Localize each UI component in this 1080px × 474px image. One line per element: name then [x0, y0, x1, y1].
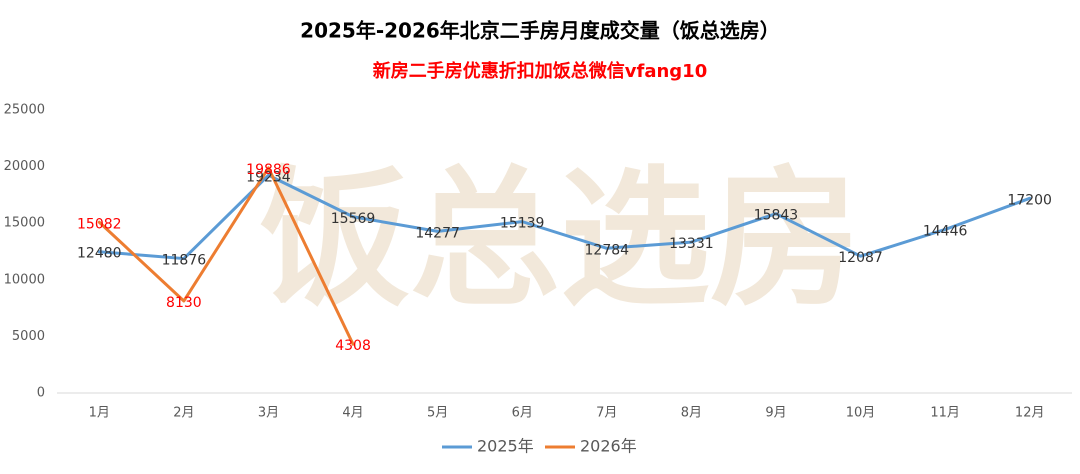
y-tick-label: 15000 [4, 216, 45, 231]
data-label: 11876 [162, 253, 207, 269]
x-tick-label: 7月 [596, 406, 617, 421]
x-tick-label: 5月 [427, 406, 448, 421]
data-label: 12087 [838, 250, 883, 266]
data-label: 19886 [246, 162, 291, 178]
x-tick-label: 3月 [258, 406, 279, 421]
x-tick-label: 11月 [930, 406, 960, 421]
data-label: 15082 [77, 216, 122, 232]
chart-subtitle: 新房二手房优惠折扣加饭总微信vfang10 [373, 60, 707, 82]
watermark: 饭总选房 [260, 153, 860, 327]
y-tick-label: 25000 [4, 103, 45, 118]
y-tick-label: 5000 [12, 329, 45, 344]
data-label: 15139 [500, 216, 545, 232]
data-label: 12480 [77, 246, 122, 262]
data-label: 14277 [415, 225, 460, 241]
x-tick-label: 2月 [173, 406, 194, 421]
x-tick-label: 12月 [1015, 406, 1045, 421]
data-label: 15569 [331, 211, 376, 227]
x-tick-label: 6月 [512, 406, 533, 421]
x-tick-label: 10月 [846, 406, 876, 421]
data-label: 19234 [246, 169, 291, 185]
data-label: 17200 [1007, 192, 1052, 208]
y-tick-label: 20000 [4, 159, 45, 174]
line-series [97, 166, 355, 346]
data-label: 15843 [754, 208, 799, 224]
x-tick-label: 9月 [765, 406, 786, 421]
y-tick-label: 0 [37, 386, 45, 401]
legend-label: 2026年 [580, 437, 637, 456]
chart-title: 2025年-2026年北京二手房月度成交量（饭总选房） [300, 19, 780, 43]
data-label: 13331 [669, 236, 714, 252]
x-tick-label: 4月 [342, 406, 363, 421]
data-label: 14446 [923, 223, 968, 239]
data-label: 4308 [335, 338, 371, 354]
y-tick-label: 10000 [4, 272, 45, 287]
data-label: 12784 [585, 242, 630, 258]
legend-label: 2025年 [477, 437, 534, 456]
data-label: 8130 [166, 295, 202, 311]
x-tick-label: 1月 [89, 406, 110, 421]
x-tick-label: 8月 [681, 406, 702, 421]
